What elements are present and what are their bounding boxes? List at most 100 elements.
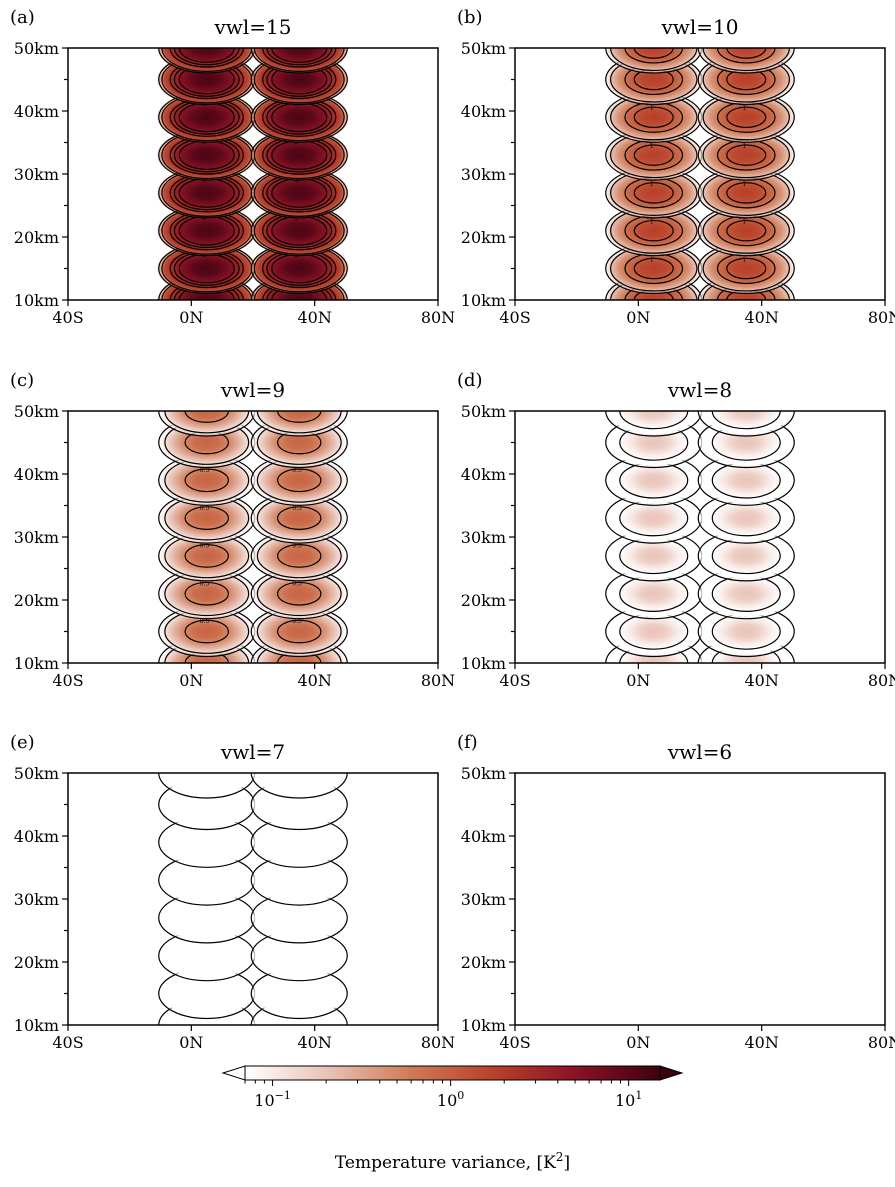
variance-lobe — [248, 773, 350, 800]
contour-line — [633, 106, 674, 129]
panel-a: 0.050.10.5120.050.10.5120.050.10.5120.05… — [10, 7, 455, 327]
contour-label: 0.1 — [198, 387, 208, 394]
panel-title: vwl=6 — [667, 740, 732, 764]
x-tick-label: 0N — [626, 1033, 650, 1052]
x-tick-label: 40N — [297, 671, 331, 690]
colorbar-tick-label: 10−1 — [254, 1089, 291, 1110]
colorbar-extend-max — [659, 1065, 684, 1081]
contour-line — [610, 48, 698, 72]
contour-label: 0.1 — [197, 23, 207, 30]
y-tick-label: 50km — [14, 39, 59, 58]
contour-label: 0.5 — [292, 467, 302, 474]
variance-lobe — [156, 967, 258, 1020]
y-tick-label: 20km — [14, 591, 59, 610]
panel-title: vwl=10 — [660, 15, 738, 39]
y-tick-label: 50km — [14, 764, 59, 783]
contour-line — [250, 48, 348, 74]
y-tick-label: 50km — [461, 402, 506, 421]
contour-label: 0.5 — [291, 27, 301, 34]
x-tick-label: 40N — [297, 1033, 331, 1052]
variance-lobe — [603, 454, 705, 507]
variance-lobe — [248, 454, 350, 507]
variance-lobe — [695, 242, 797, 295]
contour-label: 0.5 — [292, 543, 302, 550]
contour-label: 0.05 — [288, 384, 302, 391]
contour-label: 1 — [742, 105, 746, 112]
panel-d: 0.050.10.050.10.050.10.050.10.050.10.050… — [457, 370, 895, 690]
y-tick-label: 10km — [461, 291, 506, 310]
panel-letter: (d) — [457, 370, 483, 391]
contour-label: 1 — [650, 105, 654, 112]
contour-line — [633, 182, 674, 204]
contour-label: 0.1 — [737, 24, 747, 31]
contour-line — [605, 48, 703, 74]
colorbar-label: Temperature variance, [K2] — [335, 1150, 570, 1173]
contour-line — [169, 48, 244, 68]
contour-label: 0.05 — [642, 21, 656, 28]
panel-b: 0.050.10.510.050.10.510.050.10.510.050.1… — [457, 7, 895, 327]
contour-label: 1 — [742, 256, 746, 263]
y-tick-label: 10km — [461, 1016, 506, 1035]
contour-label: 0.5 — [200, 398, 210, 405]
variance-lobe — [603, 204, 705, 257]
x-tick-label: 80N — [868, 308, 895, 327]
variance-lobe — [603, 605, 705, 658]
variance-lobe — [248, 605, 350, 658]
contour-label: 1 — [650, 256, 654, 263]
y-tick-label: 30km — [461, 165, 506, 184]
contour-line — [726, 48, 767, 59]
colorbar-bar — [244, 1065, 661, 1081]
contour-label: 0.1 — [738, 391, 748, 398]
y-tick-label: 50km — [14, 402, 59, 421]
y-tick-label: 40km — [14, 827, 59, 846]
x-tick-label: 80N — [421, 671, 455, 690]
variance-lobe — [248, 967, 350, 1020]
variance-lobe — [695, 491, 797, 545]
contour-label: 0.5 — [646, 31, 656, 38]
variance-lobe — [603, 411, 705, 438]
y-tick-label: 10km — [461, 654, 506, 673]
contour-label: 2 — [295, 32, 299, 39]
variance-lobe — [603, 166, 705, 220]
plot-area: 0.050.10.50.050.10.50.050.10.50.050.10.5… — [156, 384, 350, 663]
variance-lobe — [156, 605, 258, 658]
contour-line — [619, 411, 689, 430]
panel-title: vwl=15 — [213, 15, 291, 39]
contour-label: 0.1 — [290, 387, 300, 394]
panels: 0.050.10.5120.050.10.5120.050.10.5120.05… — [10, 7, 895, 1052]
colorbar-tick-label: 101 — [615, 1089, 642, 1110]
contour-label: 0.05 — [642, 384, 656, 391]
variance-lobe — [156, 411, 258, 438]
panel-letter: (a) — [10, 7, 35, 28]
variance-lobe — [248, 529, 350, 583]
colorbar-tick-label: 100 — [437, 1089, 464, 1110]
contour-line — [158, 48, 256, 74]
contour-label: 0.05 — [288, 746, 302, 753]
contour-line — [158, 411, 256, 437]
plot-area: 0.050.050.050.050.050.050.050.050.050.05… — [156, 746, 350, 1025]
y-tick-label: 20km — [461, 228, 506, 247]
contour-label: 0.5 — [292, 398, 302, 405]
variance-lobe — [603, 128, 705, 182]
variance-lobe — [156, 853, 258, 907]
contour-label: 2 — [202, 32, 206, 39]
contour-line — [262, 48, 337, 68]
panel-c: 0.050.10.50.050.10.50.050.10.50.050.10.5… — [10, 370, 455, 690]
x-tick-label: 80N — [421, 1033, 455, 1052]
contour-label: 1 — [294, 29, 298, 36]
contour-line — [277, 581, 322, 606]
variance-lobe — [156, 454, 258, 507]
variance-lobe — [695, 128, 797, 182]
contour-line — [250, 773, 348, 799]
contour-line — [633, 257, 674, 280]
contour-label: 0.5 — [200, 580, 210, 587]
contour-label: 0.05 — [195, 746, 209, 753]
y-tick-label: 50km — [461, 39, 506, 58]
panel-e: 0.050.050.050.050.050.050.050.050.050.05… — [10, 732, 455, 1052]
variance-lobe — [156, 816, 258, 869]
x-tick-label: 40S — [499, 1033, 530, 1052]
colorbar-extend-min — [221, 1065, 246, 1081]
contour-line — [711, 411, 781, 430]
variance-lobe — [156, 929, 258, 982]
x-tick-label: 80N — [868, 671, 895, 690]
